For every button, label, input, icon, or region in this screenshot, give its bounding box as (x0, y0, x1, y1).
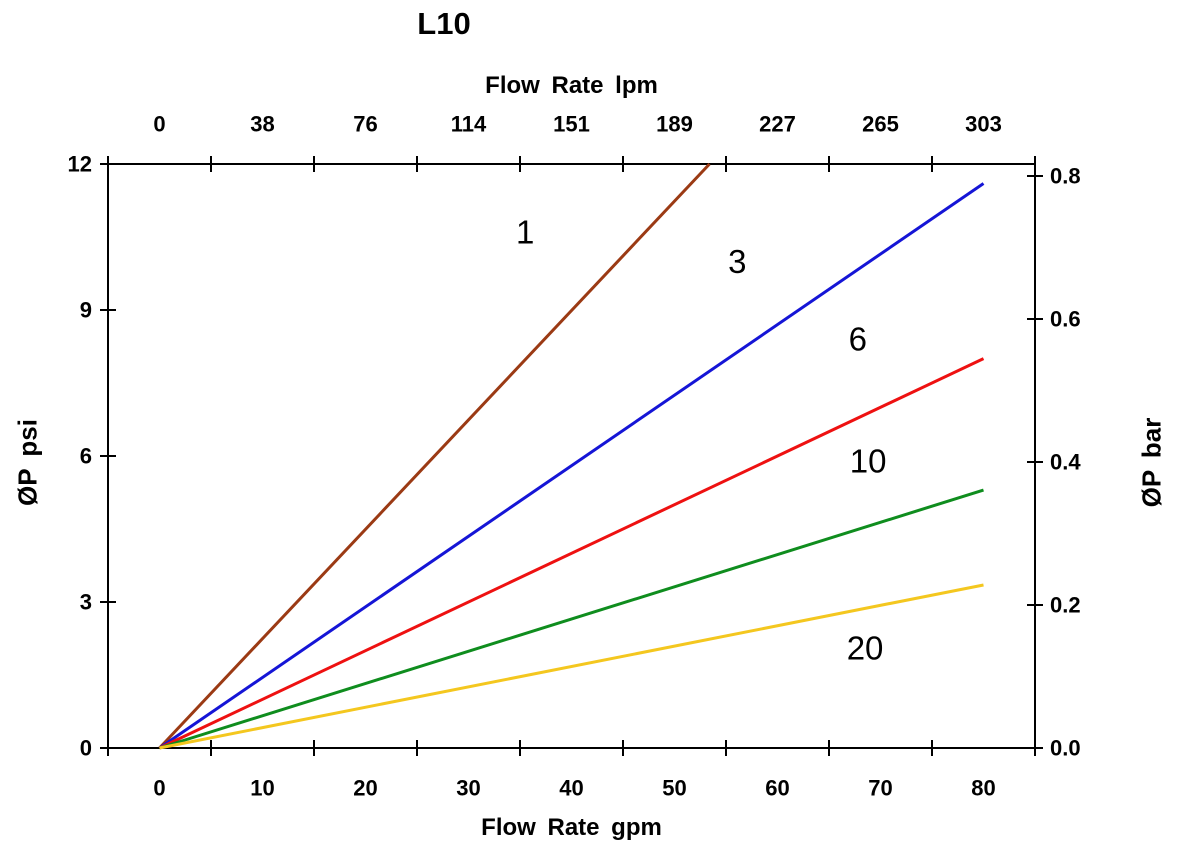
top-tick-label: 38 (250, 112, 274, 137)
left-tick-label: 9 (80, 298, 92, 323)
bottom-tick-label: 0 (153, 776, 165, 801)
bottom-tick-label: 40 (559, 776, 583, 801)
left-tick-label: 3 (80, 590, 92, 615)
series-label-10: 10 (850, 442, 887, 479)
bottom-tick-label: 30 (456, 776, 480, 801)
series-label-3: 3 (728, 243, 746, 280)
bottom-tick-label: 70 (868, 776, 892, 801)
top-tick-label: 227 (759, 112, 796, 137)
series-line-3 (158, 182, 985, 750)
top-tick-label: 265 (862, 112, 899, 137)
bottom-tick-label: 20 (353, 776, 377, 801)
series-line-10 (159, 488, 984, 750)
top-tick-label: 303 (965, 112, 1002, 137)
plot-frame (107, 163, 1036, 749)
series-line-20 (159, 583, 984, 750)
right-tick-label: 0.8 (1050, 164, 1081, 189)
right-tick-label: 0.0 (1050, 736, 1081, 761)
bottom-tick-label: 60 (765, 776, 789, 801)
top-tick-label: 151 (553, 112, 590, 137)
bottom-tick-label: 80 (971, 776, 995, 801)
series-line-1 (158, 162, 711, 750)
top-tick-label: 0 (153, 112, 165, 137)
series-label-6: 6 (849, 321, 867, 358)
series-line-6 (158, 357, 985, 750)
left-tick-label: 12 (68, 152, 92, 177)
right-tick-label: 0.2 (1050, 593, 1081, 618)
bottom-tick-label: 50 (662, 776, 686, 801)
bottom-tick-label: 10 (250, 776, 274, 801)
bottom-axis-title: Flow Rate gpm (481, 814, 662, 841)
top-tick-label: 114 (451, 112, 487, 137)
chart-title: L10 (417, 6, 471, 41)
right-tick-label: 0.4 (1050, 450, 1081, 475)
right-tick-label: 0.6 (1050, 307, 1081, 332)
series-label-20: 20 (847, 630, 884, 667)
left-tick-label: 6 (80, 444, 92, 469)
top-tick-label: 189 (656, 112, 693, 137)
left-tick-label: 0 (80, 736, 92, 761)
top-tick-label: 76 (353, 112, 377, 137)
top-axis-title: Flow Rate lpm (485, 72, 658, 99)
series-label-1: 1 (516, 214, 534, 251)
